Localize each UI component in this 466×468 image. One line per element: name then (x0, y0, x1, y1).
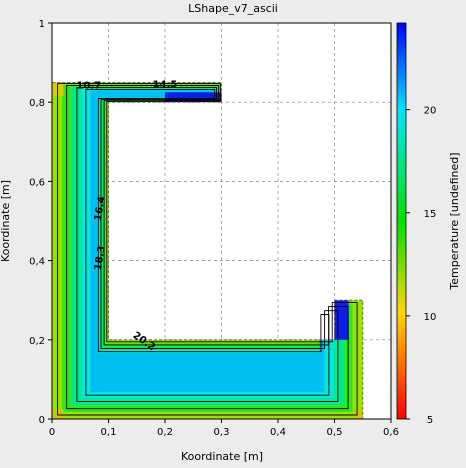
contour-label: 16.4 (93, 196, 108, 222)
y-tick-label: 0,4 (29, 257, 45, 268)
cold-corner-bottom-right (354, 409, 363, 419)
x-axis-label: Koordinate [m] (181, 450, 263, 463)
x-tick-label: 0,4 (270, 427, 286, 438)
x-tick-label: 0,3 (214, 427, 230, 438)
colorbar (396, 22, 407, 420)
x-tick-label: 0,6 (383, 427, 399, 438)
colorbar-ticks: 5 10 15 20 (406, 106, 436, 426)
y-tick-label: 1 (39, 19, 45, 30)
contour-label: 18.3 (93, 245, 108, 271)
y-axis-ticks: 0 0,2 0,4 0,6 0,8 1 (29, 19, 52, 426)
x-tick-label: 0,5 (327, 427, 343, 438)
contour-band-4 (90, 90, 325, 393)
colorbar-tick-label: 15 (424, 209, 437, 220)
x-tick-label: 0,1 (101, 427, 117, 438)
x-tick-label: 0,2 (157, 427, 173, 438)
hot-spot-top (165, 92, 222, 103)
y-tick-label: 0,6 (29, 177, 45, 188)
colorbar-tick-label: 5 (427, 415, 433, 426)
contour-label: 10.7 (76, 80, 101, 91)
y-tick-label: 0 (39, 415, 45, 426)
y-axis-label: Koordinate [m] (0, 180, 12, 262)
colorbar-label: Temperature [undefined] (448, 152, 461, 290)
x-axis-ticks: 0 0,1 0,2 0,3 0,4 0,5 0,6 (49, 419, 399, 438)
contour-line (57, 83, 358, 416)
contour-line (85, 89, 330, 396)
y-tick-label: 0,2 (29, 336, 45, 347)
contour-line (66, 85, 349, 410)
chart-title: LShape_v7_ascii (188, 2, 278, 15)
contour-lines (57, 83, 358, 416)
y-tick-label: 0,8 (29, 98, 45, 109)
colorbar-tick-label: 10 (424, 312, 437, 323)
x-tick-label: 0 (49, 427, 55, 438)
contour-label: 14.5 (153, 80, 178, 91)
domain-outline (51, 82, 364, 420)
contour-line (76, 87, 339, 403)
colorbar-tick-label: 20 (424, 106, 437, 117)
